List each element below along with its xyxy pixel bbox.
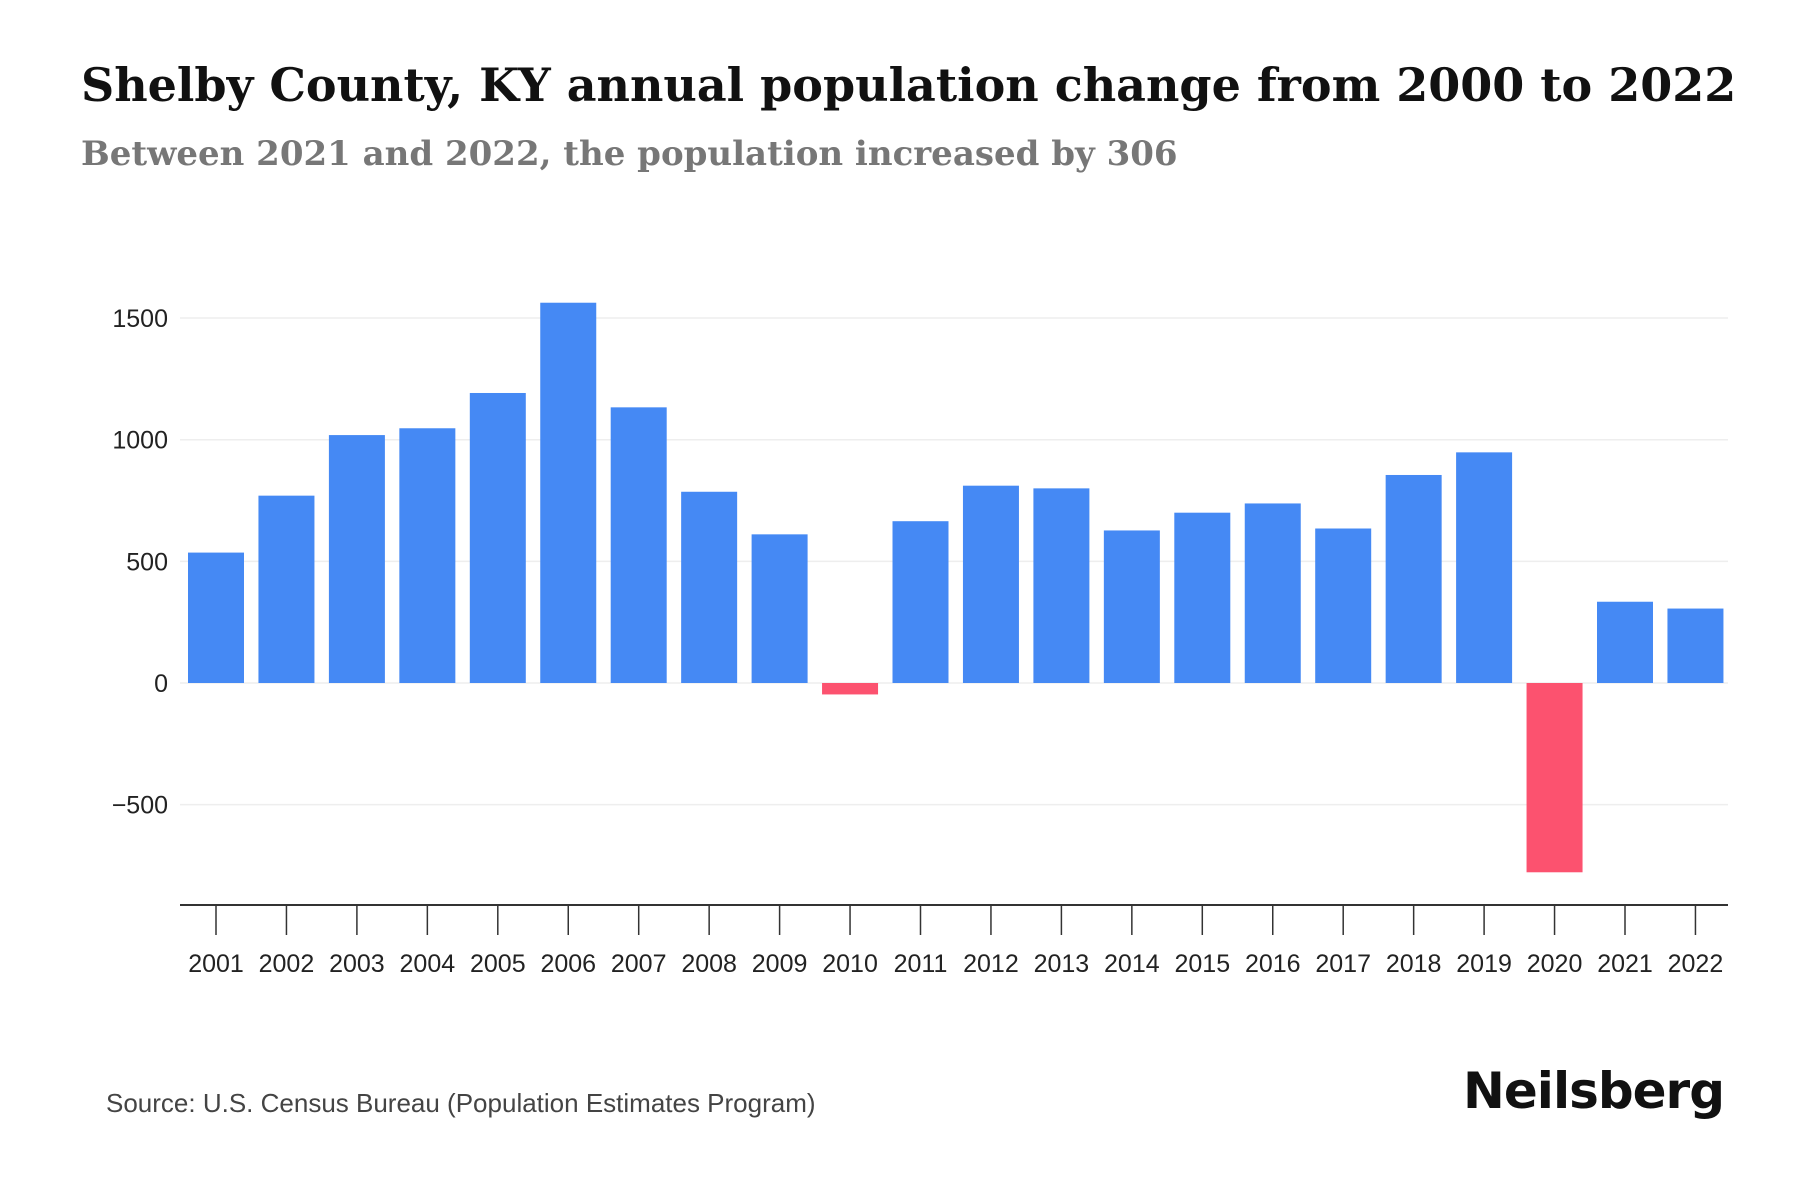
bar-2019 [1456, 452, 1513, 683]
bar-2005 [469, 392, 526, 683]
bar-2002 [258, 495, 315, 683]
y-tick-label: 500 [126, 548, 168, 576]
y-tick-label: 1500 [112, 305, 168, 333]
brand-logo: Neilsberg [1463, 1062, 1725, 1120]
x-tick-label: 2005 [470, 950, 526, 978]
chart-title: Shelby County, KY annual population chan… [81, 58, 1737, 112]
x-tick-label: 2012 [963, 950, 1019, 978]
bar-2004 [399, 428, 456, 683]
x-tick-label: 2013 [1034, 950, 1090, 978]
bar-2015 [1174, 512, 1231, 683]
bar-2008 [681, 491, 738, 683]
x-tick-label: 2007 [611, 950, 667, 978]
y-tick-label: −500 [112, 792, 168, 820]
bar-2003 [328, 435, 385, 683]
y-tick-label: 1000 [112, 427, 168, 455]
x-tick-label: 2014 [1104, 950, 1160, 978]
x-tick-label: 2006 [540, 950, 596, 978]
x-tick-label: 2008 [681, 950, 737, 978]
bar-2016 [1244, 503, 1301, 683]
x-tick-label: 2010 [822, 950, 878, 978]
source-note: Source: U.S. Census Bureau (Population E… [106, 1088, 816, 1118]
x-tick-label: 2009 [752, 950, 808, 978]
bar-2001 [188, 552, 244, 683]
bar-2007 [610, 407, 667, 683]
bar-2022 [1667, 608, 1724, 683]
bar-2018 [1385, 474, 1442, 683]
y-tick-label: 0 [154, 670, 168, 698]
x-tick-label: 2020 [1527, 950, 1583, 978]
x-tick-label: 2004 [400, 950, 456, 978]
x-tick-label: 2016 [1245, 950, 1301, 978]
x-tick-label: 2021 [1597, 950, 1653, 978]
bar-2006 [540, 302, 597, 683]
x-tick-label: 2011 [894, 950, 948, 978]
bar-2021 [1597, 601, 1653, 683]
x-tick-label: 2003 [329, 950, 385, 978]
bar-2017 [1315, 528, 1372, 683]
x-tick-label: 2001 [188, 950, 244, 978]
bar-2009 [751, 534, 808, 683]
chart-subtitle: Between 2021 and 2022, the population in… [81, 134, 1178, 174]
x-tick-label: 2018 [1386, 950, 1442, 978]
bar-2020 [1526, 683, 1583, 873]
bar-2011 [892, 521, 949, 683]
bar-2012 [962, 485, 1019, 683]
x-tick-label: 2015 [1174, 950, 1230, 978]
bar-2014 [1103, 530, 1160, 683]
x-tick-label: 2002 [259, 950, 315, 978]
bar-2013 [1033, 488, 1090, 683]
x-tick-label: 2022 [1668, 950, 1724, 978]
x-tick-label: 2017 [1315, 950, 1371, 978]
x-tick-label: 2019 [1456, 950, 1512, 978]
bar-2010 [822, 683, 879, 695]
